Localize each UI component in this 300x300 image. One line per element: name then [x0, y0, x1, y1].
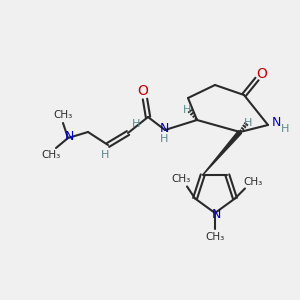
- Text: O: O: [138, 84, 148, 98]
- Text: N: N: [64, 130, 74, 143]
- Text: H: H: [132, 119, 140, 129]
- Text: H: H: [160, 134, 168, 144]
- Text: CH₃: CH₃: [206, 232, 225, 242]
- Polygon shape: [203, 131, 242, 175]
- Text: O: O: [256, 67, 267, 81]
- Text: CH₃: CH₃: [243, 178, 262, 188]
- Text: N: N: [271, 116, 281, 130]
- Text: CH₃: CH₃: [171, 175, 191, 184]
- Text: H: H: [244, 118, 252, 128]
- Text: H: H: [281, 124, 289, 134]
- Text: N: N: [159, 122, 169, 136]
- Text: H: H: [101, 150, 109, 160]
- Text: N: N: [211, 208, 221, 221]
- Text: CH₃: CH₃: [53, 110, 73, 120]
- Text: CH₃: CH₃: [41, 150, 61, 160]
- Text: H: H: [183, 105, 191, 115]
